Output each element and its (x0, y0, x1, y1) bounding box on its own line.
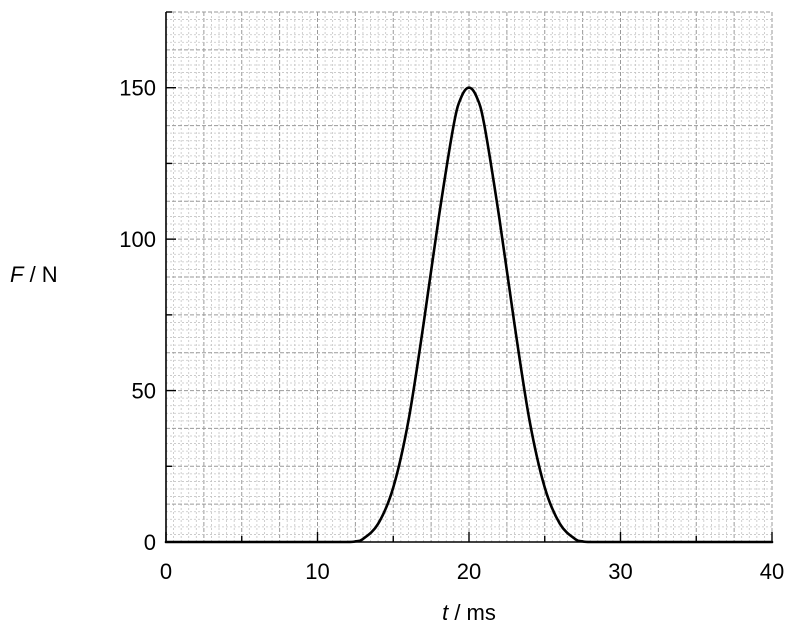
y-axis-title: F / N (10, 262, 58, 287)
x-tick-label: 40 (760, 559, 784, 584)
grid (165, 11, 773, 543)
y-axis-unit: / N (23, 262, 57, 287)
x-tick-label: 20 (457, 559, 481, 584)
x-tick-label: 10 (305, 559, 329, 584)
x-axis-symbol: t (442, 600, 449, 625)
x-tick-label: 0 (160, 559, 172, 584)
x-tick-label: 30 (608, 559, 632, 584)
y-tick-label: 0 (144, 530, 156, 555)
y-tick-label: 100 (119, 227, 156, 252)
y-tick-label: 150 (119, 76, 156, 101)
series (164, 86, 774, 544)
y-tick-label: 50 (132, 379, 156, 404)
ticks: 0 10 20 30 40 0 50 100 150 (119, 11, 784, 584)
y-axis-symbol: F (10, 262, 25, 287)
force-curve (164, 86, 774, 544)
x-axis-title: t / ms (442, 600, 496, 625)
x-axis-unit: / ms (448, 600, 496, 625)
